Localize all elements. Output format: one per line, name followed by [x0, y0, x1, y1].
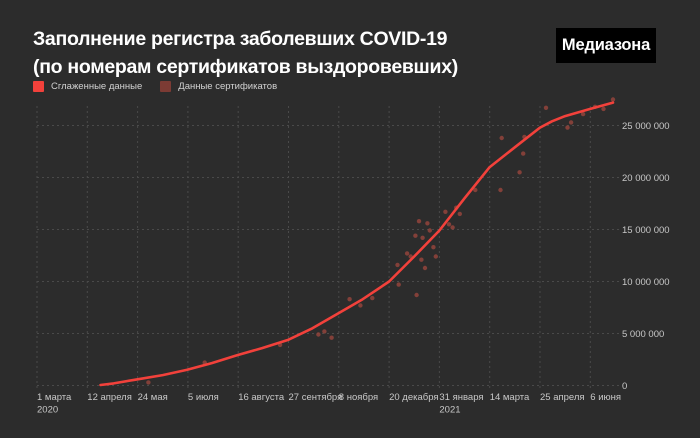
- x-tick-label: 31 января: [439, 392, 483, 403]
- x-tick-label: 24 мая: [138, 392, 168, 403]
- scatter-point: [396, 282, 401, 287]
- scatter-point: [358, 303, 363, 308]
- page-title: Заполнение регистра заболевших COVID-19 …: [33, 25, 458, 81]
- scatter-point: [431, 245, 436, 250]
- page-title-line2: (по номерам сертификатов выздоровевших): [33, 56, 458, 79]
- smoothed-line: [99, 101, 615, 387]
- scatter-point: [457, 211, 462, 217]
- scatter-point: [413, 233, 418, 238]
- scatter-point: [422, 265, 428, 271]
- scatter-point: [370, 295, 375, 301]
- scatter-point: [498, 187, 503, 193]
- scatter-point: [404, 251, 410, 256]
- mediazona-logo: Медиазона: [556, 28, 656, 63]
- scatter-point: [433, 254, 438, 259]
- scatter-point: [347, 297, 352, 302]
- scatter-point: [329, 335, 334, 340]
- scatter-point: [601, 106, 606, 112]
- x-tick-year-label: 2020: [37, 405, 58, 416]
- y-tick-label: 5 000 000: [622, 329, 664, 340]
- scatter-point: [521, 151, 526, 156]
- y-tick-label: 25 000 000: [622, 121, 670, 132]
- scatter-point: [610, 97, 616, 102]
- x-tick-label: 25 апреля: [540, 392, 585, 403]
- y-tick-label: 20 000 000: [622, 173, 670, 184]
- legend-label-certificate-data: Данные сертификатов: [178, 81, 278, 92]
- scatter-point: [473, 187, 478, 193]
- scatter-point: [565, 125, 570, 130]
- scatter-point: [419, 257, 424, 262]
- scatter-point: [568, 120, 574, 125]
- scatter-point: [499, 135, 504, 141]
- scatter-point: [322, 329, 327, 334]
- scatter-point: [316, 332, 321, 337]
- scatter-point: [395, 262, 400, 268]
- x-tick-label: 16 августа: [238, 392, 285, 403]
- x-tick-label: 12 апреля: [87, 392, 132, 403]
- x-tick-label: 14 марта: [490, 392, 530, 403]
- scatter-point: [446, 222, 452, 227]
- scatter-point: [517, 170, 522, 175]
- scatter-point: [420, 235, 425, 240]
- legend-swatch-maroon-icon: [160, 81, 172, 92]
- x-tick-label: 8 ноября: [339, 392, 378, 403]
- page-title-line1: Заполнение регистра заболевших COVID-19: [33, 28, 448, 51]
- scatter-point: [146, 380, 151, 385]
- x-tick-label: 1 марта: [37, 392, 72, 403]
- chart-legend: Сглаженные данные Данные сертификатов: [33, 81, 277, 92]
- x-tick-label: 5 июля: [188, 392, 219, 403]
- x-tick-year-label: 2021: [439, 405, 460, 416]
- x-tick-label: 20 декабря: [389, 392, 438, 403]
- y-tick-label: 0: [622, 381, 627, 392]
- legend-item-certificate-data: Данные сертификатов: [160, 81, 277, 92]
- scatter-point: [425, 221, 430, 226]
- legend-item-smoothed-data: Сглаженные данные: [33, 81, 142, 92]
- scatter-point: [543, 105, 549, 111]
- x-tick-label: 27 сентября: [288, 392, 342, 403]
- scatter-point: [450, 225, 455, 230]
- scatter-point: [416, 219, 422, 224]
- y-tick-label: 15 000 000: [622, 225, 670, 236]
- legend-label-smoothed-data: Сглаженные данные: [51, 81, 143, 92]
- scatter-point: [580, 111, 586, 117]
- y-tick-label: 10 000 000: [622, 277, 670, 288]
- scatter-point: [443, 209, 448, 214]
- legend-swatch-red-icon: [33, 81, 44, 92]
- x-tick-label: 6 июня: [590, 392, 621, 403]
- scatter-point: [427, 228, 432, 233]
- scatter-point: [414, 292, 419, 298]
